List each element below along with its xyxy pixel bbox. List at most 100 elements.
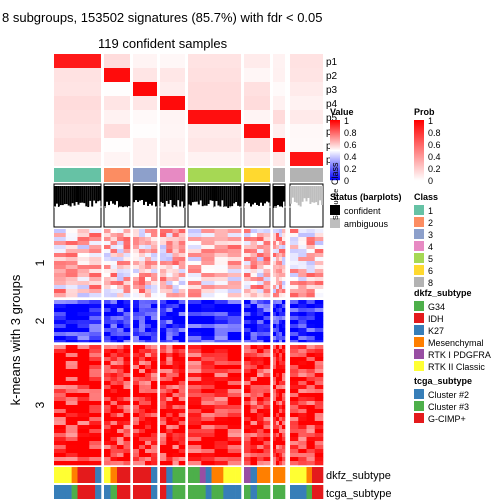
heatmap-cell <box>178 441 186 446</box>
heatmap-cell <box>178 457 186 462</box>
tcga-cell <box>199 485 206 499</box>
heatmap-cell <box>227 308 242 313</box>
silhouette-bar <box>69 186 72 208</box>
heatmap-cell <box>306 261 316 266</box>
silhouette-bar <box>137 186 139 202</box>
heatmap-cell <box>263 304 271 309</box>
heatmap-cell <box>282 369 286 374</box>
heatmap-cell <box>314 357 324 362</box>
heatmap-cell <box>145 353 152 358</box>
heatmap-cell <box>290 277 299 282</box>
heatmap-cell <box>290 237 299 242</box>
heatmap-cell <box>117 336 124 341</box>
heatmap-cell <box>151 345 158 350</box>
prob-cell <box>244 124 270 138</box>
heatmap-cell <box>227 373 242 378</box>
heatmap-cell <box>201 449 215 454</box>
prob-tick: 0.6 <box>428 140 441 150</box>
heatmap-cell <box>279 229 283 234</box>
heatmap-cell <box>65 277 78 282</box>
heatmap-cell <box>77 336 90 341</box>
heatmap-cell <box>282 357 286 362</box>
heatmap-cell <box>104 389 111 394</box>
prob-gradient-step <box>414 125 424 127</box>
heatmap-cell <box>188 381 202 386</box>
heatmap-cell <box>257 377 264 382</box>
heatmap-cell <box>104 377 111 382</box>
heatmap-cell <box>257 312 264 317</box>
heatmap-cell <box>145 345 152 350</box>
heatmap-cell <box>279 389 283 394</box>
prob-cell <box>160 82 185 96</box>
value-gradient-step <box>330 125 340 127</box>
heatmap-cell <box>250 257 258 262</box>
heatmap-cell <box>279 413 283 418</box>
heatmap-cell <box>160 300 167 305</box>
prob-tick: 0 <box>428 176 433 186</box>
prob-gradient-step <box>414 175 424 177</box>
heatmap-cell <box>314 381 324 386</box>
heatmap-cell <box>227 273 242 278</box>
heatmap-cell <box>54 253 67 258</box>
heatmap-cell <box>227 285 242 290</box>
heatmap-cell <box>104 433 111 438</box>
heatmap-cell <box>250 289 258 294</box>
tcga-annotation-label: tcga_subtype <box>326 488 391 500</box>
silhouette-frame <box>243 183 271 228</box>
heatmap-cell <box>178 257 186 262</box>
heatmap-cell <box>117 409 124 414</box>
dkfz-swatch <box>414 313 424 323</box>
heatmap-cell <box>276 425 280 430</box>
tcga-legend-label: G-CIMP+ <box>428 414 466 424</box>
heatmap-cell <box>133 257 140 262</box>
heatmap-cell <box>151 365 158 370</box>
heatmap-cell <box>279 405 283 410</box>
dkfz-cell <box>244 467 251 483</box>
heatmap-cell <box>276 409 280 414</box>
heatmap-cell <box>89 381 102 386</box>
heatmap-cell <box>145 417 152 422</box>
heatmap-cell <box>178 393 186 398</box>
heatmap-cell <box>110 417 118 422</box>
heatmap-cell <box>139 273 146 278</box>
heatmap-cell <box>65 373 78 378</box>
heatmap-cell <box>145 425 152 430</box>
heatmap-cell <box>151 277 158 282</box>
heatmap-cell <box>214 273 229 278</box>
tcga-cell <box>178 485 186 499</box>
heatmap-cell <box>133 369 140 374</box>
heatmap-cell <box>306 385 316 390</box>
heatmap-cell <box>201 237 215 242</box>
heatmap-cell <box>104 345 111 350</box>
prob-gradient-step <box>414 155 424 157</box>
silhouette-bar <box>277 186 279 206</box>
heatmap-cell <box>65 257 78 262</box>
heatmap-cell <box>77 437 90 442</box>
dkfz-cell <box>65 467 72 483</box>
value-gradient-step <box>330 147 340 149</box>
silhouette-bar <box>293 186 296 202</box>
heatmap-cell <box>166 320 173 325</box>
dkfz-swatch <box>414 337 424 347</box>
prob-cell <box>160 152 185 166</box>
heatmap-cell <box>188 357 202 362</box>
heatmap-cell <box>123 261 131 266</box>
heatmap-cell <box>133 332 140 337</box>
heatmap-cell <box>172 393 180 398</box>
heatmap-cell <box>178 461 186 466</box>
heatmap-cell <box>172 425 180 430</box>
heatmap-cell <box>104 277 111 282</box>
tcga-swatch <box>414 401 424 411</box>
prob-cell <box>244 138 270 152</box>
heatmap-cell <box>298 229 307 234</box>
heatmap-cell <box>89 273 102 278</box>
heatmap-cell <box>123 405 131 410</box>
heatmap-cell <box>276 253 280 258</box>
heatmap-cell <box>306 393 316 398</box>
heatmap-cell <box>290 293 299 298</box>
heatmap-cell <box>214 441 229 446</box>
prob-cell <box>244 54 270 68</box>
heatmap-cell <box>276 441 280 446</box>
heatmap-cell <box>89 277 102 282</box>
heatmap-cell <box>244 340 251 343</box>
